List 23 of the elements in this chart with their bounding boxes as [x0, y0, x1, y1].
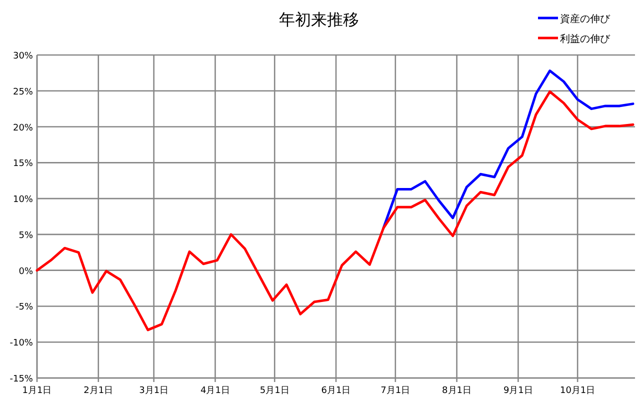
legend-label: 資産の伸び	[560, 13, 611, 25]
legend-label: 利益の伸び	[560, 33, 611, 45]
x-tick-label: 8月1日	[442, 386, 472, 396]
x-tick-label: 5月1日	[260, 386, 290, 396]
y-tick-label: 25%	[12, 87, 34, 98]
x-tick-label: 4月1日	[200, 386, 230, 396]
y-tick-label: -5%	[15, 302, 34, 313]
x-tick-label: 3月1日	[139, 386, 169, 396]
x-tick-label: 1月1日	[22, 386, 52, 396]
y-tick-label: 0%	[18, 266, 34, 277]
y-tick-label: -10%	[10, 338, 34, 349]
y-tick-label: 10%	[12, 195, 34, 206]
chart-title: 年初来推移	[279, 10, 359, 29]
x-tick-label: 2月1日	[84, 386, 114, 396]
y-tick-label: 30%	[12, 52, 34, 62]
y-tick-label: 15%	[12, 159, 34, 170]
x-tick-label: 6月1日	[321, 386, 351, 396]
y-tick-label: -15%	[10, 374, 34, 384]
y-tick-label: 20%	[12, 123, 34, 134]
x-tick-label: 10月1日	[560, 386, 596, 396]
y-tick-label: 5%	[18, 230, 34, 241]
x-tick-label: 9月1日	[503, 386, 533, 396]
x-tick-label: 7月1日	[380, 386, 410, 396]
